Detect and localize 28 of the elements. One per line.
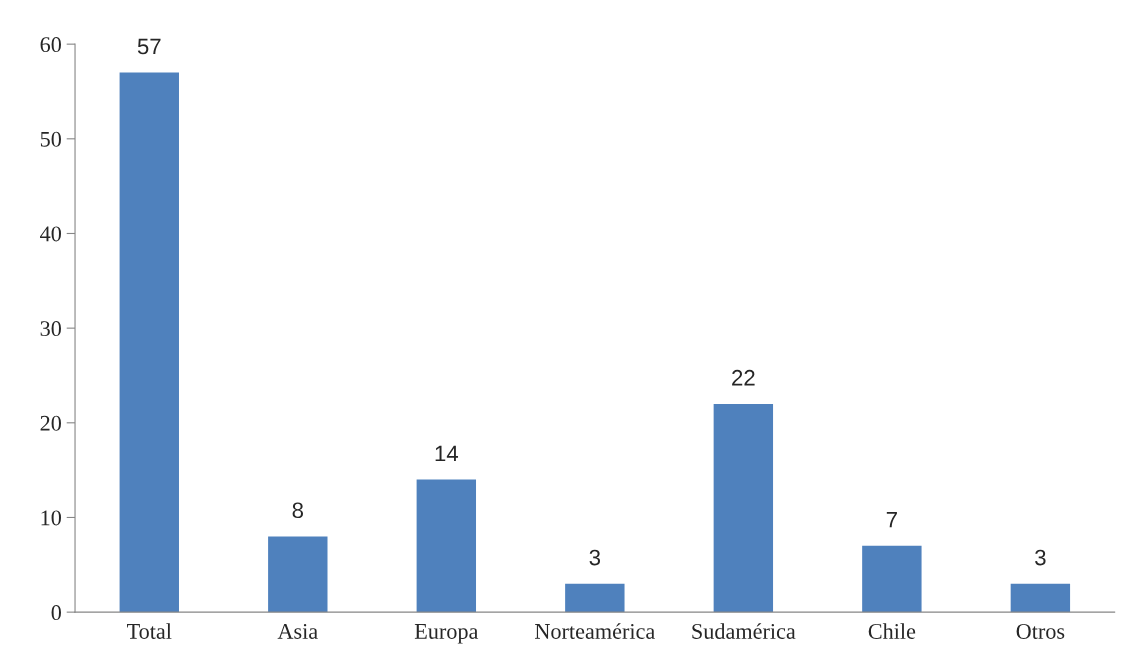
x-tick-label: Chile [868, 623, 916, 639]
bar [862, 545, 922, 613]
y-tick-label: 40 [40, 226, 61, 242]
data-label: 8 [292, 502, 304, 519]
x-tick-label: Asia [277, 623, 318, 639]
y-tick-label: 10 [41, 510, 61, 526]
data-label: 7 [886, 512, 897, 528]
data-label: 14 [435, 445, 459, 462]
x-tick-label: Total [127, 623, 172, 639]
y-tick-label: 50 [40, 131, 61, 147]
y-tick-label: 20 [40, 415, 61, 431]
bar [119, 72, 179, 613]
y-tick-label: 60 [40, 37, 61, 53]
x-tick-label: Sudamérica [692, 623, 796, 639]
data-label: 3 [1035, 549, 1046, 566]
data-label: 22 [732, 369, 755, 386]
bar [268, 536, 328, 613]
data-label: 3 [589, 549, 601, 566]
bar [1010, 583, 1071, 613]
bar [565, 583, 625, 613]
data-label: 57 [137, 38, 161, 55]
y-tick-label: 30 [40, 321, 61, 337]
bar [416, 479, 477, 613]
x-tick-label: Norteamérica [535, 623, 655, 639]
y-tick-label: 0 [51, 605, 61, 621]
bar [713, 403, 774, 613]
x-tick-label: Otros [1016, 623, 1065, 639]
x-tick-label: Europa [414, 624, 479, 644]
